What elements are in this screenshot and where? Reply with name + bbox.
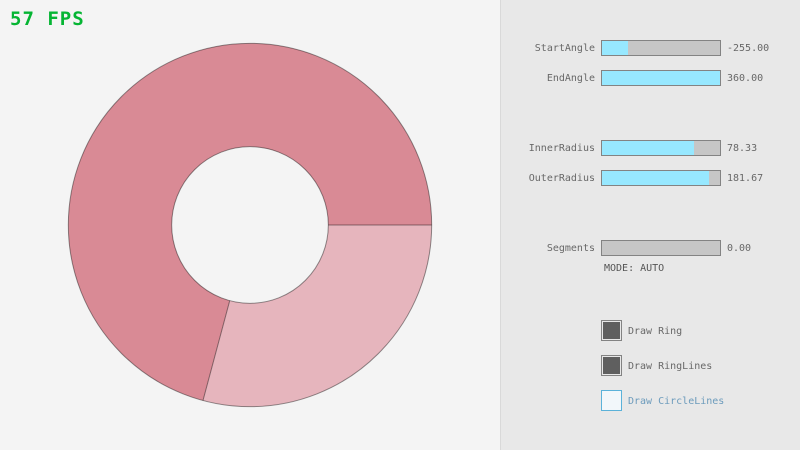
slider-row-outer-radius: OuterRadius 181.67 [501,170,800,186]
start-angle-value: -255.00 [727,43,770,54]
inner-radius-value: 78.33 [727,143,758,154]
slider-fill [602,41,628,55]
slider-row-segments: Segments 0.00 [501,240,800,256]
inner-radius-label: InnerRadius [528,143,595,154]
controls-panel: StartAngle -255.00 EndAngle 360.00 Inner… [500,0,800,450]
segments-slider[interactable] [601,240,721,256]
end-angle-value: 360.00 [727,73,764,84]
segments-value: 0.00 [727,243,752,254]
slider-row-start-angle: StartAngle -255.00 [501,40,800,56]
start-angle-slider[interactable] [601,40,721,56]
checkbox-box[interactable] [601,320,622,341]
checkbox-box[interactable] [601,355,622,376]
checkbox-draw-circle-lines[interactable]: Draw CircleLines [601,390,781,412]
checkbox-label: Draw CircleLines [628,396,725,407]
fps-counter: 57 FPS [10,8,85,30]
inner-radius-slider[interactable] [601,140,721,156]
slider-fill [602,141,695,155]
outer-radius-value: 181.67 [727,173,764,184]
checkbox-box[interactable] [601,390,622,411]
outer-radius-slider[interactable] [601,170,721,186]
checkbox-label: Draw RingLines [628,361,713,372]
slider-row-inner-radius: InnerRadius 78.33 [501,140,800,156]
slider-row-end-angle: EndAngle 360.00 [501,70,800,86]
mode-indicator: MODE: AUTO [604,263,665,274]
ring-graphic [67,42,433,408]
slider-fill [602,71,720,85]
checkbox-draw-ring[interactable]: Draw Ring [601,320,781,342]
start-angle-label: StartAngle [534,43,595,54]
checkbox-draw-ring-lines[interactable]: Draw RingLines [601,355,781,377]
checkbox-label: Draw Ring [628,326,683,337]
outer-radius-label: OuterRadius [528,173,595,184]
end-angle-slider[interactable] [601,70,721,86]
slider-fill [602,171,710,185]
segments-label: Segments [546,243,595,254]
end-angle-label: EndAngle [546,73,595,84]
